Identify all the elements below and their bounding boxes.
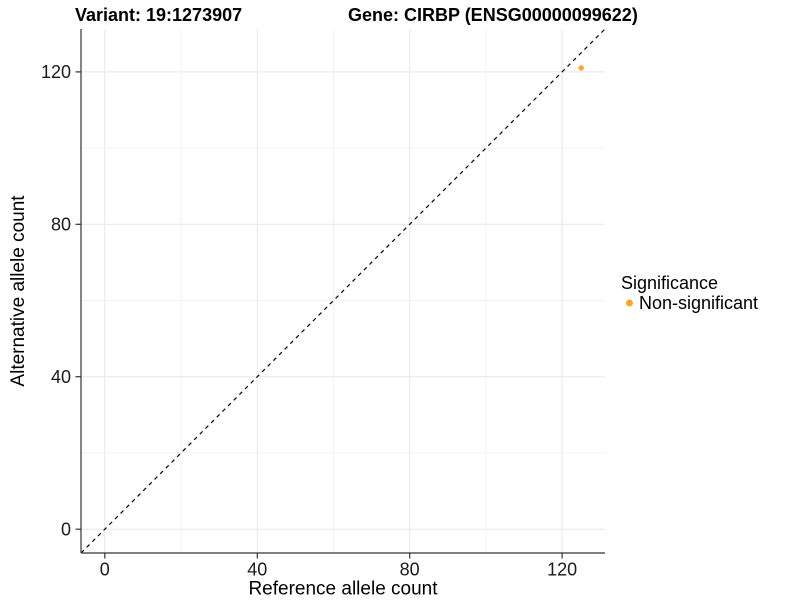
x-tick-label-80: 80 bbox=[400, 560, 420, 580]
y-tick-label-120: 120 bbox=[41, 62, 71, 82]
y-axis-title: Alternative allele count bbox=[8, 195, 29, 387]
y-tick-labels: 0 40 80 120 bbox=[41, 62, 71, 539]
x-tick-label-40: 40 bbox=[247, 560, 267, 580]
legend: Significance Non-significant bbox=[621, 273, 758, 313]
y-tick-label-80: 80 bbox=[51, 215, 71, 235]
plot-title-variant: Variant: 19:1273907 bbox=[75, 5, 242, 25]
x-tick-marks bbox=[104, 553, 563, 559]
data-point-non-significant bbox=[578, 65, 584, 71]
legend-label-non-significant: Non-significant bbox=[639, 293, 758, 313]
plot-title-gene: Gene: CIRBP (ENSG00000099622) bbox=[348, 5, 638, 25]
legend-swatch-non-significant bbox=[626, 299, 633, 307]
y-tick-label-40: 40 bbox=[51, 367, 71, 387]
x-tick-labels: 0 40 80 120 bbox=[100, 560, 577, 580]
legend-title: Significance bbox=[621, 273, 718, 293]
x-tick-label-120: 120 bbox=[547, 560, 577, 580]
y-tick-label-0: 0 bbox=[61, 520, 71, 540]
x-axis-title: Reference allele count bbox=[248, 579, 438, 600]
y-tick-marks bbox=[75, 71, 81, 530]
x-tick-label-0: 0 bbox=[100, 560, 110, 580]
gridlines-minor bbox=[81, 29, 605, 553]
gridlines-major bbox=[81, 29, 605, 553]
identity-line bbox=[80, 28, 606, 554]
